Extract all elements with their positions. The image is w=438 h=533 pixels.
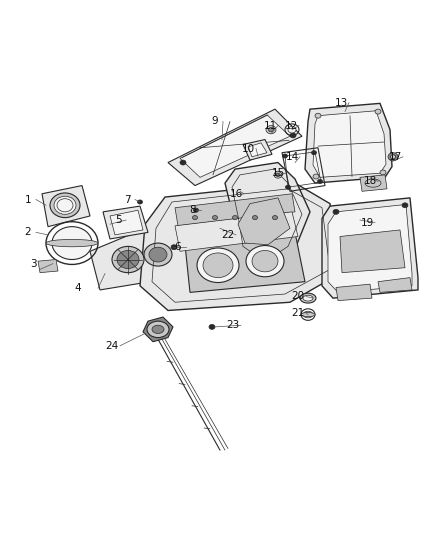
Ellipse shape bbox=[290, 133, 296, 138]
Text: 6: 6 bbox=[175, 242, 181, 252]
Polygon shape bbox=[103, 206, 148, 239]
Ellipse shape bbox=[233, 215, 237, 220]
Polygon shape bbox=[185, 232, 305, 293]
Ellipse shape bbox=[402, 203, 408, 208]
Polygon shape bbox=[313, 111, 386, 177]
Polygon shape bbox=[336, 284, 372, 301]
Ellipse shape bbox=[192, 215, 198, 220]
Ellipse shape bbox=[152, 325, 164, 334]
Ellipse shape bbox=[52, 227, 92, 260]
Text: 19: 19 bbox=[360, 217, 374, 228]
Text: 9: 9 bbox=[212, 116, 218, 126]
Ellipse shape bbox=[365, 179, 381, 187]
Ellipse shape bbox=[274, 172, 282, 178]
Polygon shape bbox=[360, 175, 387, 191]
Text: 8: 8 bbox=[190, 205, 196, 215]
Ellipse shape bbox=[303, 311, 313, 318]
Ellipse shape bbox=[391, 155, 396, 159]
Ellipse shape bbox=[194, 208, 198, 212]
Polygon shape bbox=[328, 205, 412, 293]
Ellipse shape bbox=[117, 251, 139, 269]
Ellipse shape bbox=[149, 247, 167, 262]
Ellipse shape bbox=[388, 152, 398, 161]
Ellipse shape bbox=[380, 170, 386, 175]
Text: 2: 2 bbox=[25, 228, 31, 237]
Ellipse shape bbox=[50, 193, 80, 217]
Text: 12: 12 bbox=[284, 120, 298, 131]
Ellipse shape bbox=[313, 174, 319, 179]
Text: 3: 3 bbox=[30, 259, 36, 269]
Text: 20: 20 bbox=[291, 292, 304, 302]
Polygon shape bbox=[238, 198, 290, 245]
Ellipse shape bbox=[303, 295, 313, 301]
Ellipse shape bbox=[318, 180, 322, 183]
Ellipse shape bbox=[144, 243, 172, 266]
Ellipse shape bbox=[286, 185, 290, 189]
Ellipse shape bbox=[333, 209, 339, 214]
Polygon shape bbox=[243, 140, 272, 160]
Ellipse shape bbox=[252, 215, 258, 220]
Ellipse shape bbox=[180, 160, 186, 165]
Polygon shape bbox=[143, 317, 173, 342]
Polygon shape bbox=[175, 212, 298, 251]
Polygon shape bbox=[42, 185, 90, 227]
Text: 5: 5 bbox=[115, 215, 121, 225]
Ellipse shape bbox=[209, 325, 215, 329]
Text: 18: 18 bbox=[364, 176, 377, 187]
Text: 17: 17 bbox=[389, 152, 402, 162]
Ellipse shape bbox=[252, 251, 278, 272]
Polygon shape bbox=[140, 183, 340, 310]
Polygon shape bbox=[248, 143, 267, 157]
Polygon shape bbox=[175, 194, 295, 226]
Ellipse shape bbox=[112, 246, 144, 273]
Polygon shape bbox=[378, 278, 412, 293]
Ellipse shape bbox=[203, 253, 233, 278]
Text: 24: 24 bbox=[106, 341, 119, 351]
Text: 10: 10 bbox=[241, 143, 254, 154]
Text: 15: 15 bbox=[272, 168, 285, 178]
Text: 7: 7 bbox=[124, 195, 131, 205]
Ellipse shape bbox=[197, 248, 239, 282]
Ellipse shape bbox=[46, 239, 98, 247]
Ellipse shape bbox=[301, 312, 315, 317]
Ellipse shape bbox=[276, 173, 280, 176]
Ellipse shape bbox=[212, 215, 218, 220]
Text: 1: 1 bbox=[25, 195, 31, 205]
Ellipse shape bbox=[246, 246, 284, 277]
Text: 11: 11 bbox=[263, 120, 277, 131]
Text: 13: 13 bbox=[334, 98, 348, 108]
Polygon shape bbox=[110, 210, 143, 235]
Ellipse shape bbox=[138, 200, 142, 204]
Polygon shape bbox=[340, 230, 405, 273]
Ellipse shape bbox=[266, 126, 276, 134]
Text: 22: 22 bbox=[221, 230, 235, 240]
Ellipse shape bbox=[315, 113, 321, 118]
Text: 16: 16 bbox=[230, 189, 243, 199]
Polygon shape bbox=[180, 115, 290, 177]
Ellipse shape bbox=[272, 215, 278, 220]
Polygon shape bbox=[38, 260, 58, 273]
Ellipse shape bbox=[311, 151, 317, 155]
Ellipse shape bbox=[375, 109, 381, 114]
Ellipse shape bbox=[300, 293, 316, 303]
Text: 23: 23 bbox=[226, 320, 240, 330]
Polygon shape bbox=[168, 109, 302, 185]
Ellipse shape bbox=[268, 127, 273, 132]
Polygon shape bbox=[322, 198, 418, 298]
Text: 14: 14 bbox=[286, 152, 299, 162]
Polygon shape bbox=[90, 216, 195, 290]
Text: 4: 4 bbox=[75, 283, 81, 293]
Ellipse shape bbox=[147, 321, 169, 337]
Polygon shape bbox=[305, 103, 392, 183]
Ellipse shape bbox=[288, 126, 296, 133]
Ellipse shape bbox=[283, 154, 287, 158]
Ellipse shape bbox=[54, 196, 76, 214]
Polygon shape bbox=[225, 163, 310, 261]
Text: 21: 21 bbox=[291, 308, 304, 318]
Ellipse shape bbox=[171, 245, 177, 249]
